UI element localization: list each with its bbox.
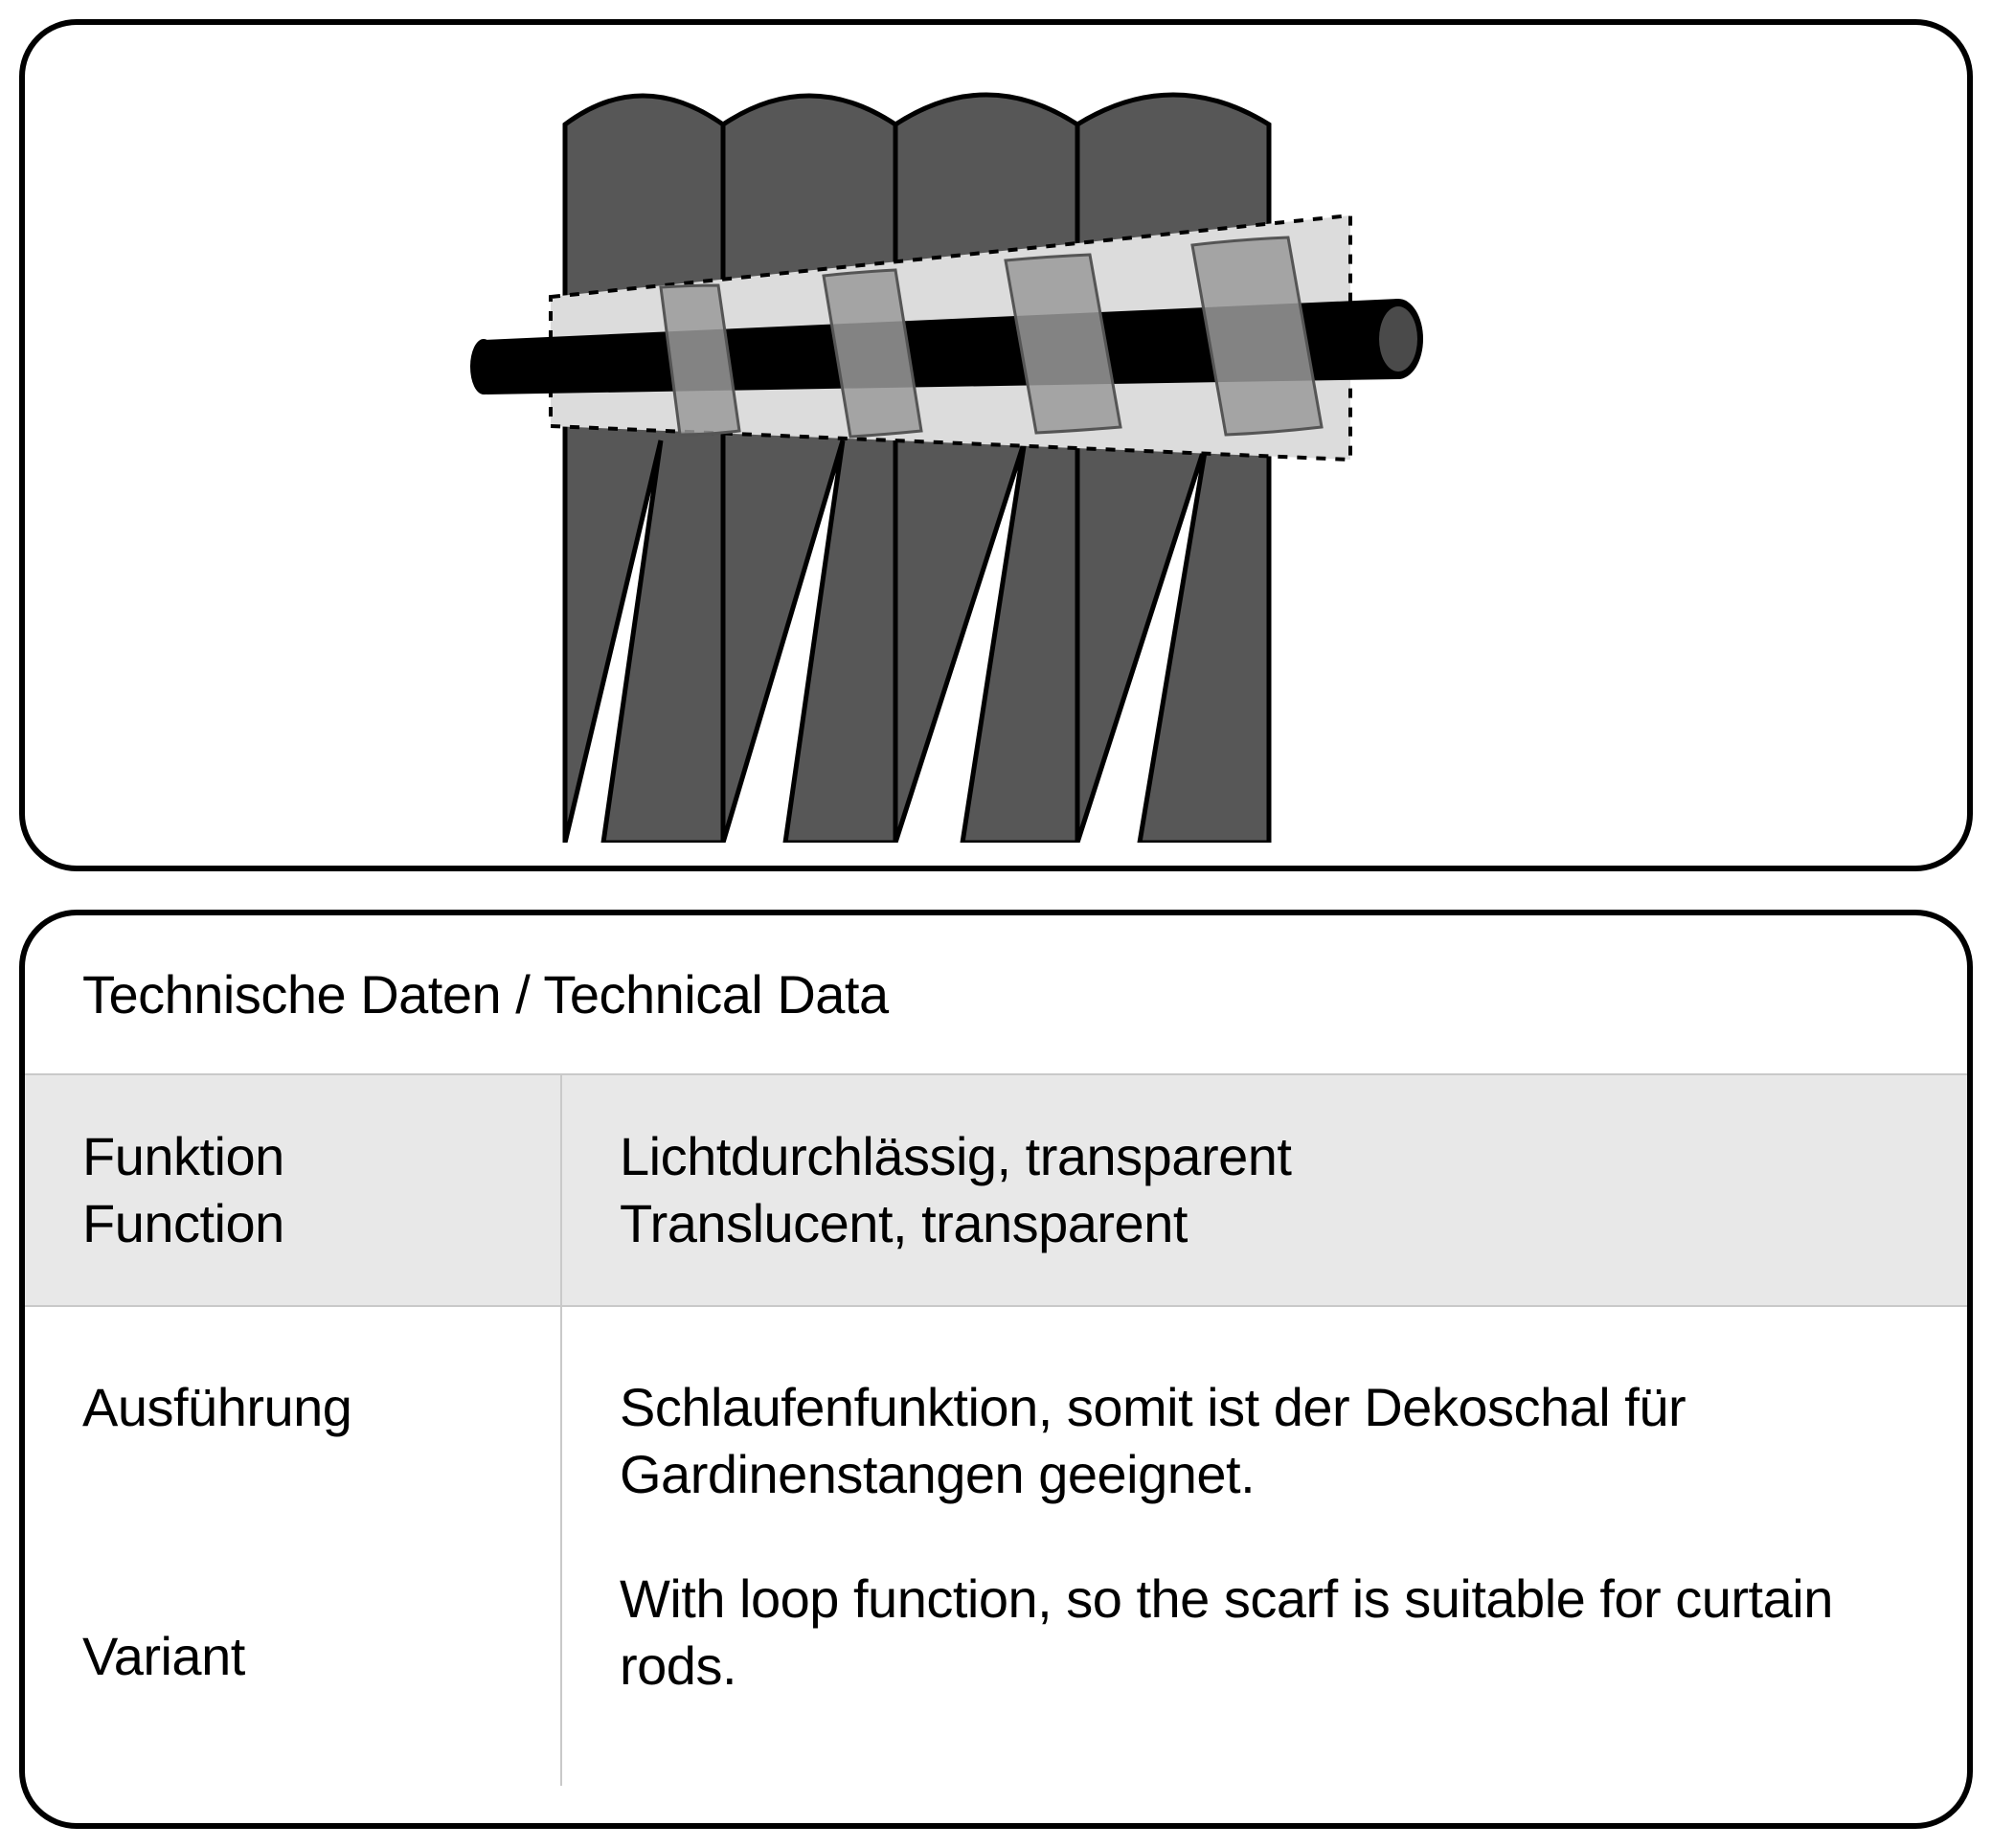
table-row: Funktion Function Lichtdurchlässig, tran… — [25, 1074, 1967, 1306]
row-value: Lichtdurchlässig, transparent Translucen… — [561, 1074, 1967, 1306]
spec-table: Funktion Function Lichtdurchlässig, tran… — [25, 1073, 1967, 1786]
label-en: Function — [82, 1190, 522, 1257]
table-row: Ausführung Variant Schlaufenfunktion, so… — [25, 1306, 1967, 1786]
curtain-rod-illustration — [374, 48, 1618, 843]
value-en: With loop function, so the scarf is suit… — [620, 1566, 1929, 1700]
label-de: Ausführung — [82, 1374, 522, 1441]
label-en: Variant — [82, 1623, 522, 1690]
row-value: Schlaufenfunktion, somit ist der Dekosch… — [561, 1306, 1967, 1786]
value-de: Schlaufenfunktion, somit ist der Dekosch… — [620, 1374, 1929, 1508]
label-de: Funktion — [82, 1123, 522, 1190]
row-label: Funktion Function — [25, 1074, 561, 1306]
value-en: Translucent, transparent — [620, 1190, 1929, 1257]
row-label: Ausführung Variant — [25, 1306, 561, 1786]
illustration-panel — [19, 19, 1973, 871]
section-title: Technische Daten / Technical Data — [25, 915, 1967, 1073]
curtain-pleats — [565, 95, 1269, 843]
value-de: Lichtdurchlässig, transparent — [620, 1123, 1929, 1190]
technical-data-panel: Technische Daten / Technical Data Funkti… — [19, 910, 1973, 1829]
